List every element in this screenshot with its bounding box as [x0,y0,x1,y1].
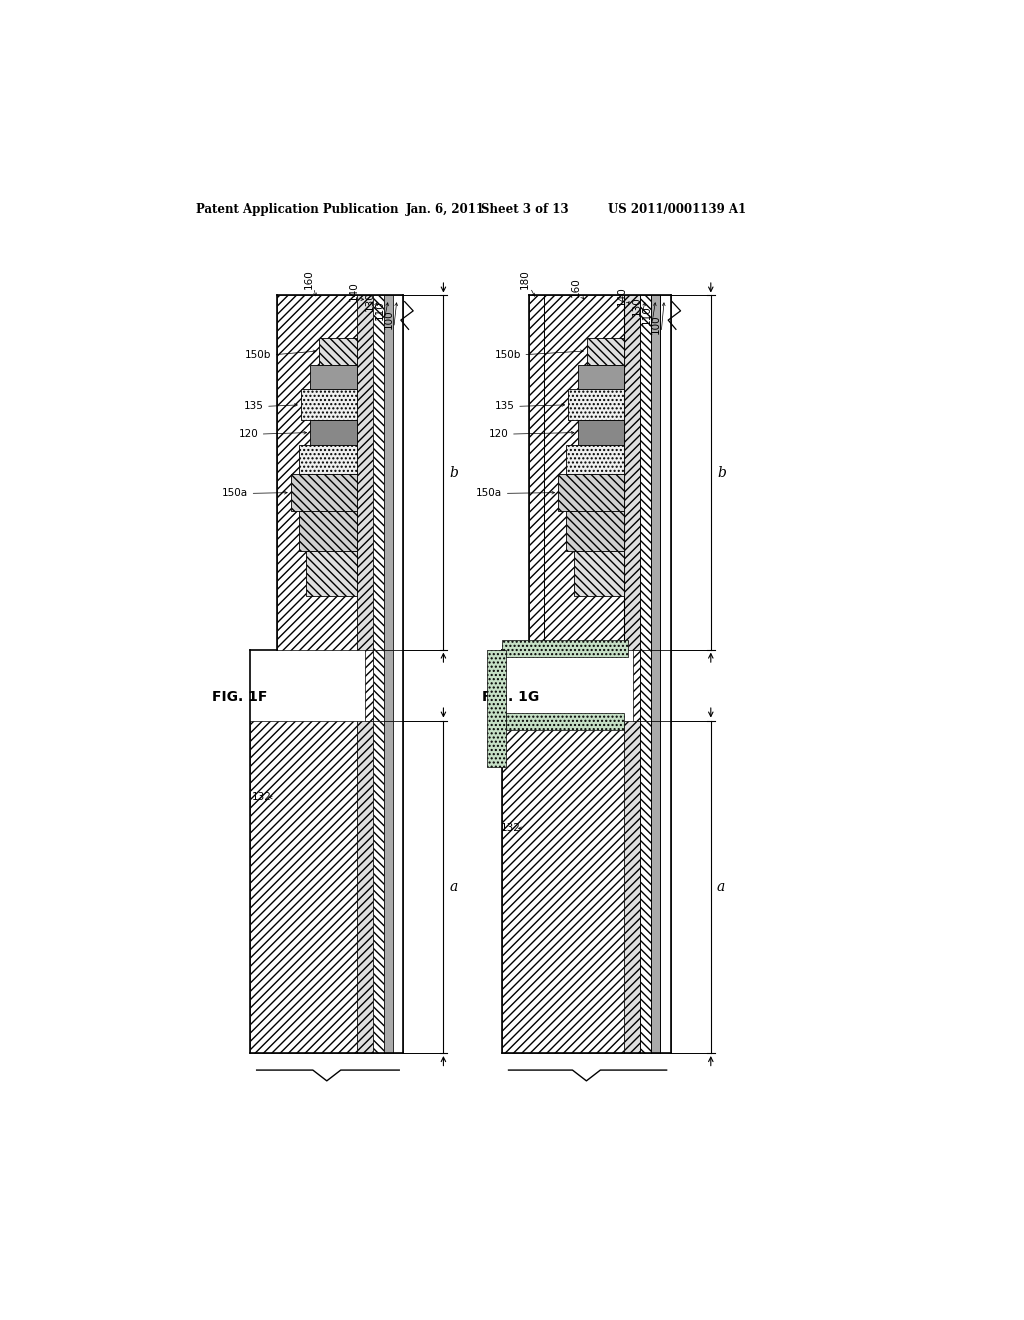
Text: Sheet 3 of 13: Sheet 3 of 13 [481,203,569,216]
Bar [486,649,506,767]
Text: FIG. 1F: FIG. 1F [212,690,267,705]
Text: 150b: 150b [495,350,521,360]
Bar [566,445,624,474]
Text: 140: 140 [616,286,627,306]
Bar [373,721,384,1053]
Text: 150a: 150a [222,488,248,499]
Bar [660,649,671,721]
Text: FIG. 1G: FIG. 1G [482,690,540,705]
Bar [506,713,624,730]
Text: 110: 110 [642,306,652,326]
Bar [640,296,651,649]
Bar [366,649,373,721]
Bar [624,721,640,1053]
Bar [544,296,624,649]
Text: 130: 130 [632,297,642,317]
Text: 150a: 150a [476,488,503,499]
Bar [306,552,356,595]
Text: 150b: 150b [245,350,271,360]
Bar [299,445,356,474]
Bar [373,296,384,649]
Text: 110: 110 [375,301,385,321]
Text: a: a [717,880,725,894]
Bar [356,721,373,1053]
Bar [578,420,624,445]
Bar [651,721,660,1053]
Text: Jan. 6, 2011: Jan. 6, 2011 [406,203,484,216]
Bar [310,364,356,389]
Bar [276,296,356,649]
Bar [573,552,624,595]
Bar [651,296,660,649]
Text: a: a [450,880,458,894]
Text: US 2011/0001139 A1: US 2011/0001139 A1 [608,203,746,216]
Bar [660,296,671,649]
Bar [384,649,393,721]
Text: 120: 120 [488,429,509,440]
Text: 140: 140 [349,281,359,301]
Bar [393,721,403,1053]
Text: b: b [450,466,459,479]
Bar [578,364,624,389]
Bar [393,296,403,649]
Bar [356,296,373,649]
Bar [301,389,356,420]
Bar [503,721,624,1053]
Bar [373,649,384,721]
Text: 160: 160 [571,277,581,297]
Text: 100: 100 [384,310,394,330]
Bar [310,420,356,445]
Bar [640,649,651,721]
Text: 135: 135 [495,401,515,412]
Bar [568,389,624,420]
Text: 135: 135 [244,401,263,412]
Text: 132: 132 [252,792,271,803]
Text: 170: 170 [495,715,515,726]
Bar [503,640,628,657]
Bar [393,649,403,721]
Bar [558,474,624,511]
Bar [528,296,544,649]
Text: 130: 130 [365,292,375,312]
Bar [587,338,624,364]
Text: 160: 160 [303,269,313,289]
Bar [251,721,356,1053]
Text: b: b [717,466,726,479]
Bar [319,338,356,364]
Text: 180: 180 [520,269,530,289]
Bar [624,296,640,649]
Bar [384,721,393,1053]
Text: 100: 100 [651,314,662,334]
Bar [384,296,393,649]
Bar [633,649,640,721]
Bar [660,721,671,1053]
Bar [566,511,624,552]
Bar [299,511,356,552]
Text: 120: 120 [239,429,258,440]
Text: 132: 132 [501,824,521,833]
Bar [651,649,660,721]
Bar [291,474,356,511]
Text: Patent Application Publication: Patent Application Publication [197,203,398,216]
Bar [640,721,651,1053]
